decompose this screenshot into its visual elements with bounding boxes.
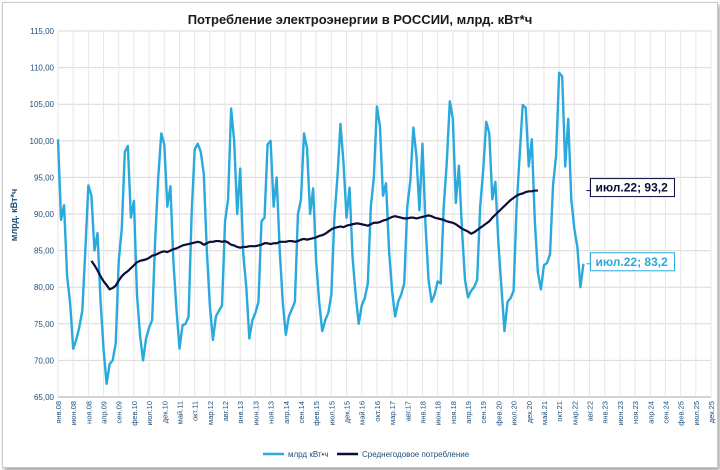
grid bbox=[57, 30, 712, 398]
x-tick-label: апр.19 bbox=[464, 401, 473, 424]
x-tick-label: янв.08 bbox=[54, 401, 63, 424]
y-tick-label: 105,00 bbox=[30, 100, 55, 109]
y-tick-label: 110,00 bbox=[30, 64, 54, 73]
x-tick-label: фев.15 bbox=[312, 401, 321, 426]
x-tick-label: июл.10 bbox=[145, 401, 154, 425]
y-tick-label: 80,00 bbox=[34, 283, 55, 292]
y-axis-label: млрд. кВт*ч bbox=[9, 189, 19, 241]
x-tick-label: дек.10 bbox=[160, 401, 169, 423]
x-tick-label: дек.20 bbox=[525, 401, 534, 423]
x-tick-label: окт.11 bbox=[191, 401, 200, 421]
x-tick-label: сен.24 bbox=[661, 401, 670, 424]
legend-label-average: Среднегодовое потребление bbox=[362, 450, 470, 459]
y-axis-ticks: 65,00 70,00 75,00 80,00 85,00 90,00 95,00 100,0… bbox=[30, 27, 55, 402]
y-tick-label: 70,00 bbox=[34, 356, 55, 365]
annotation-label: июл.22; 93,2 bbox=[595, 181, 668, 195]
x-tick-label: мар.12 bbox=[206, 401, 215, 425]
series-group bbox=[56, 71, 585, 386]
y-tick-label: 75,00 bbox=[34, 320, 55, 329]
x-tick-label: сен.09 bbox=[115, 401, 124, 424]
x-tick-label: апр.24 bbox=[646, 401, 655, 424]
x-tick-label: сен.19 bbox=[479, 401, 488, 424]
x-tick-label: окт.21 bbox=[555, 401, 564, 422]
x-tick-label: авг.22 bbox=[586, 401, 595, 421]
x-tick-label: апр.09 bbox=[100, 401, 109, 424]
x-tick-label: июл.15 bbox=[327, 401, 336, 425]
x-tick-label: июн.13 bbox=[251, 401, 260, 425]
series-line-monthly bbox=[56, 71, 585, 386]
x-tick-label: фев.10 bbox=[130, 401, 139, 426]
x-tick-label: май.11 bbox=[175, 401, 184, 424]
x-tick-label: ноя.18 bbox=[449, 401, 458, 424]
annotations: июл.22; 93,2 июл.22; 83,2 bbox=[586, 178, 675, 272]
x-tick-label: сен.14 bbox=[297, 401, 306, 424]
x-tick-label: ноя.08 bbox=[84, 401, 93, 424]
x-tick-label: ноя.23 bbox=[631, 401, 640, 424]
x-tick-label: дек.15 bbox=[343, 401, 352, 423]
x-tick-label: июн.08 bbox=[69, 401, 78, 425]
x-tick-label: фев.25 bbox=[677, 401, 686, 426]
y-tick-label: 115,00 bbox=[30, 27, 54, 36]
legend-label-monthly: млрд кВт•ч bbox=[288, 450, 329, 459]
x-tick-label: июл.20 bbox=[510, 401, 519, 425]
y-tick-label: 85,00 bbox=[34, 247, 55, 256]
annotation-box bbox=[589, 252, 675, 272]
x-tick-label: июн.23 bbox=[616, 401, 625, 425]
annotation-box bbox=[589, 178, 675, 198]
x-tick-label: авг.12 bbox=[221, 401, 230, 421]
series-line-average bbox=[90, 189, 538, 291]
x-tick-label: мар.22 bbox=[570, 401, 579, 425]
x-tick-label: янв.23 bbox=[601, 401, 610, 424]
y-tick-label: 100,00 bbox=[30, 137, 55, 146]
x-tick-label: авг.17 bbox=[403, 401, 412, 421]
x-tick-label: янв.13 bbox=[236, 401, 245, 424]
y-tick-label: 90,00 bbox=[34, 210, 55, 219]
x-tick-label: июл.25 bbox=[692, 401, 701, 425]
x-tick-label: май.16 bbox=[358, 401, 367, 425]
x-axis-ticks: янв.08 июн.08 ноя.08 апр.09 сен.09 фев.10 июл.… bbox=[54, 401, 716, 426]
x-tick-label: май.21 bbox=[540, 401, 549, 425]
annotation-label: июл.22; 83,2 bbox=[595, 255, 668, 269]
y-tick-label: 95,00 bbox=[34, 173, 55, 182]
x-tick-label: дек.25 bbox=[707, 401, 716, 423]
legend: млрд кВт•ч Среднегодовое потребление bbox=[263, 450, 470, 459]
chart-svg: Потребление электроэнергии в РОССИИ, млр… bbox=[9, 12, 716, 459]
x-tick-label: апр.14 bbox=[282, 401, 291, 424]
x-tick-label: фев.20 bbox=[494, 401, 503, 426]
x-tick-label: янв.18 bbox=[418, 401, 427, 424]
chart-title: Потребление электроэнергии в РОССИИ, млр… bbox=[188, 12, 533, 27]
x-tick-label: окт.16 bbox=[373, 401, 382, 422]
x-tick-label: июн.18 bbox=[434, 401, 443, 425]
x-tick-label: мар.17 bbox=[388, 401, 397, 425]
y-tick-label: 65,00 bbox=[34, 393, 55, 402]
x-tick-label: ноя.13 bbox=[267, 401, 276, 424]
